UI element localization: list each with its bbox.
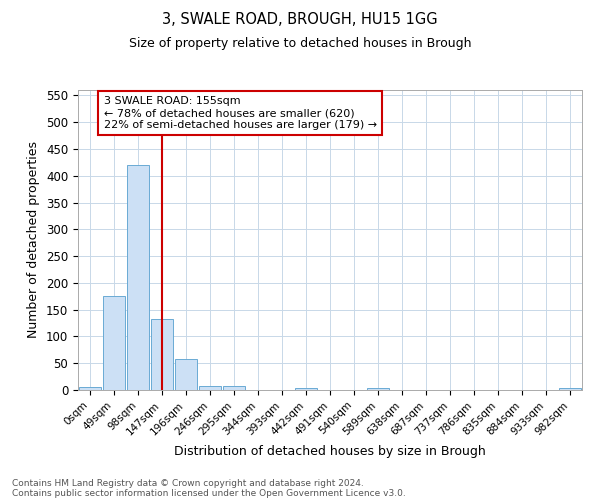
Text: 3 SWALE ROAD: 155sqm
← 78% of detached houses are smaller (620)
22% of semi-deta: 3 SWALE ROAD: 155sqm ← 78% of detached h… [104, 96, 377, 130]
Text: Contains HM Land Registry data © Crown copyright and database right 2024.: Contains HM Land Registry data © Crown c… [12, 478, 364, 488]
Bar [79, 388, 101, 390]
Bar [151, 320, 173, 390]
Text: Size of property relative to detached houses in Brough: Size of property relative to detached ho… [129, 38, 471, 51]
X-axis label: Distribution of detached houses by size in Brough: Distribution of detached houses by size … [174, 445, 486, 458]
Y-axis label: Number of detached properties: Number of detached properties [28, 142, 40, 338]
Bar [175, 360, 197, 390]
Bar [367, 388, 389, 390]
Bar [559, 388, 581, 390]
Bar [103, 296, 125, 390]
Bar [199, 386, 221, 390]
Bar [127, 165, 149, 390]
Bar [295, 388, 317, 390]
Bar [223, 386, 245, 390]
Text: 3, SWALE ROAD, BROUGH, HU15 1GG: 3, SWALE ROAD, BROUGH, HU15 1GG [162, 12, 438, 28]
Text: Contains public sector information licensed under the Open Government Licence v3: Contains public sector information licen… [12, 488, 406, 498]
